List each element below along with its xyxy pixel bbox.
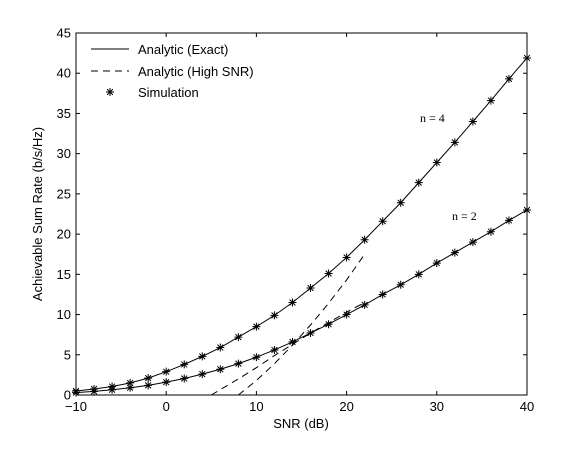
simulation-point-marker-n-4-24 — [504, 74, 513, 83]
simulation-point-marker-n-2-18 — [396, 280, 405, 289]
simulation-point-marker-n-2-15 — [342, 310, 351, 319]
simulation-point-marker-n-2-23 — [486, 227, 495, 236]
y-tick-label-35: 35 — [57, 106, 71, 121]
x-axis-label: SNR (dB) — [273, 416, 329, 431]
simulation-point-marker-n-4-21 — [450, 138, 459, 147]
series-line-solid-n-2 — [75, 209, 528, 394]
legend-label-high-snr: Analytic (High SNR) — [138, 64, 254, 79]
y-tick-label-15: 15 — [57, 267, 71, 282]
simulation-point-marker-n-2-12 — [288, 337, 297, 346]
y-axis-label: Achievable Sum Rate (b/s/Hz) — [30, 127, 45, 301]
simulation-point-marker-n-4-19 — [414, 178, 423, 187]
simulation-point-marker-n-4-6 — [180, 360, 189, 369]
x-tick-label-10: 10 — [249, 399, 263, 414]
simulation-point-marker-n-2-24 — [504, 216, 513, 225]
simulation-point-marker-n-4-20 — [432, 158, 441, 167]
annotation-n4: n = 4 — [420, 111, 445, 125]
simulation-point-marker-n-2-19 — [414, 270, 423, 279]
y-tick-label-0: 0 — [64, 388, 71, 403]
simulation-point-marker-n-2-5 — [162, 378, 171, 387]
simulation-point-marker-n-4-15 — [342, 253, 351, 262]
simulation-point-marker-n-4-22 — [468, 117, 477, 126]
series-line-dashed-n-2 — [211, 302, 365, 396]
y-tick-label-30: 30 — [57, 146, 71, 161]
simulation-point-marker-n-2-16 — [360, 300, 369, 309]
simulation-point-marker-n-4-13 — [306, 284, 315, 293]
simulation-point-marker-n-2-20 — [432, 259, 441, 268]
x-tick-label-0: 0 — [163, 399, 170, 414]
simulation-point-marker-n-2-21 — [450, 248, 459, 257]
x-tick-label-40: 40 — [520, 399, 534, 414]
simulation-point-marker-n-2-22 — [468, 238, 477, 247]
y-tick-label-45: 45 — [57, 26, 71, 41]
series-line-solid-n-4 — [75, 57, 528, 392]
simulation-point-marker-n-4-23 — [486, 96, 495, 105]
simulation-point-marker-n-2-4 — [144, 381, 153, 390]
simulation-point-marker-n-4-16 — [360, 235, 369, 244]
simulation-point-marker-n-2-14 — [324, 320, 333, 329]
simulation-point-marker-n-4-10 — [252, 322, 261, 331]
simulation-point-marker-n-4-9 — [234, 333, 243, 342]
y-tick-label-40: 40 — [57, 66, 71, 81]
simulation-point-marker-n-4-12 — [288, 298, 297, 307]
simulation-point-marker-n-2-11 — [270, 345, 279, 354]
simulation-point-marker-n-4-18 — [396, 198, 405, 207]
plot-frame — [75, 32, 528, 396]
simulation-point-marker-n-2-6 — [180, 374, 189, 383]
simulation-point-marker-n-2-8 — [216, 365, 225, 374]
simulation-point-marker-n-2-2 — [108, 385, 117, 394]
legend-label-exact: Analytic (Exact) — [138, 42, 228, 57]
simulation-point-marker-n-4-7 — [198, 352, 207, 361]
simulation-point-marker-n-4-11 — [270, 311, 279, 320]
simulation-point-marker-n-4-17 — [378, 217, 387, 226]
legend: Analytic (Exact) Analytic (High SNR) Sim… — [91, 42, 254, 100]
y-tick-label-5: 5 — [64, 347, 71, 362]
y-tick-label-20: 20 — [57, 227, 71, 242]
simulation-point-marker-n-4-5 — [162, 367, 171, 376]
simulation-point-marker-n-2-1 — [90, 387, 99, 396]
y-tick-label-25: 25 — [57, 186, 71, 201]
simulation-point-marker-n-4-3 — [126, 378, 135, 387]
legend-asterisk-glyph — [106, 88, 114, 96]
x-tick-label-30: 30 — [430, 399, 444, 414]
x-tick-label-20: 20 — [339, 399, 353, 414]
simulation-point-marker-n-4-14 — [324, 269, 333, 278]
legend-label-simulation: Simulation — [138, 85, 199, 100]
series-line-dashed-n-4 — [238, 253, 366, 396]
simulation-point-marker-n-2-13 — [306, 329, 315, 338]
x-tick-label--10: −10 — [65, 399, 87, 414]
simulation-point-marker-n-2-17 — [378, 290, 387, 299]
annotation-n2: n = 2 — [452, 209, 477, 223]
simulation-point-marker-n-2-9 — [234, 359, 243, 368]
simulation-point-marker-n-2-10 — [252, 353, 261, 362]
simulation-point-marker-n-4-4 — [144, 374, 153, 383]
simulation-point-marker-n-2-3 — [126, 383, 135, 392]
simulation-point-marker-n-4-8 — [216, 343, 225, 352]
legend-asterisk-marker — [106, 88, 114, 96]
simulation-point-marker-n-2-7 — [198, 370, 207, 379]
y-tick-label-10: 10 — [57, 307, 71, 322]
